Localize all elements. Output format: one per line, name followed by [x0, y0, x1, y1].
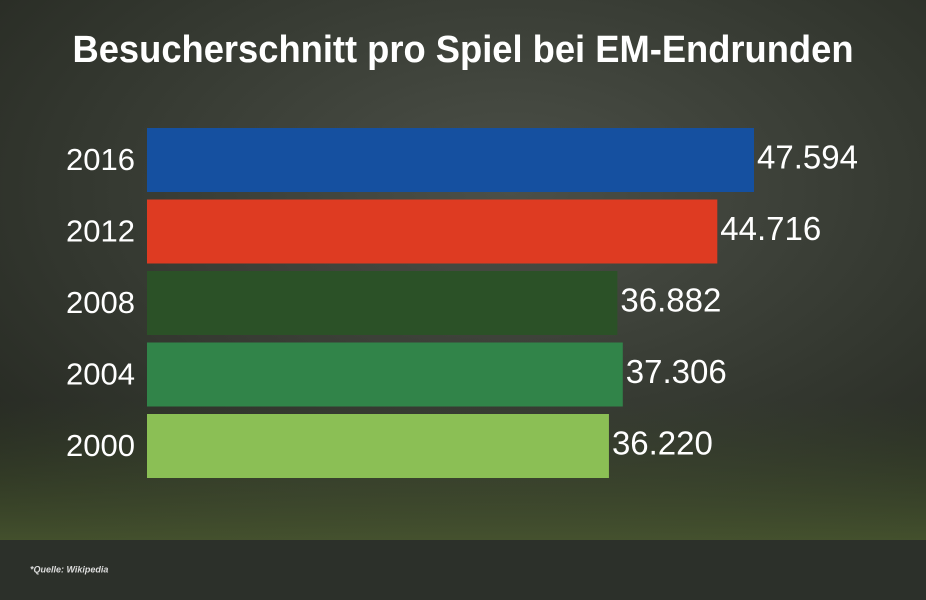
bar: [147, 342, 623, 407]
category-label: 2008: [66, 285, 135, 320]
source-note: *Quelle: Wikipedia: [30, 564, 108, 574]
value-label: 47.594: [757, 139, 858, 176]
chart-title: Besucherschnitt pro Spiel bei EM-Endrund…: [73, 29, 854, 71]
footer: [0, 540, 926, 600]
bar: [147, 128, 754, 192]
category-label: 2000: [66, 428, 135, 463]
bar: [147, 271, 618, 335]
category-label: 2016: [66, 142, 135, 177]
bar: [147, 414, 609, 478]
value-label: 44.716: [720, 210, 821, 247]
category-label: 2012: [66, 214, 135, 249]
bar: [147, 199, 718, 264]
value-label: 36.220: [612, 425, 713, 462]
category-label: 2004: [66, 357, 135, 392]
value-label: 37.306: [626, 353, 727, 390]
value-label: 36.882: [620, 282, 721, 319]
